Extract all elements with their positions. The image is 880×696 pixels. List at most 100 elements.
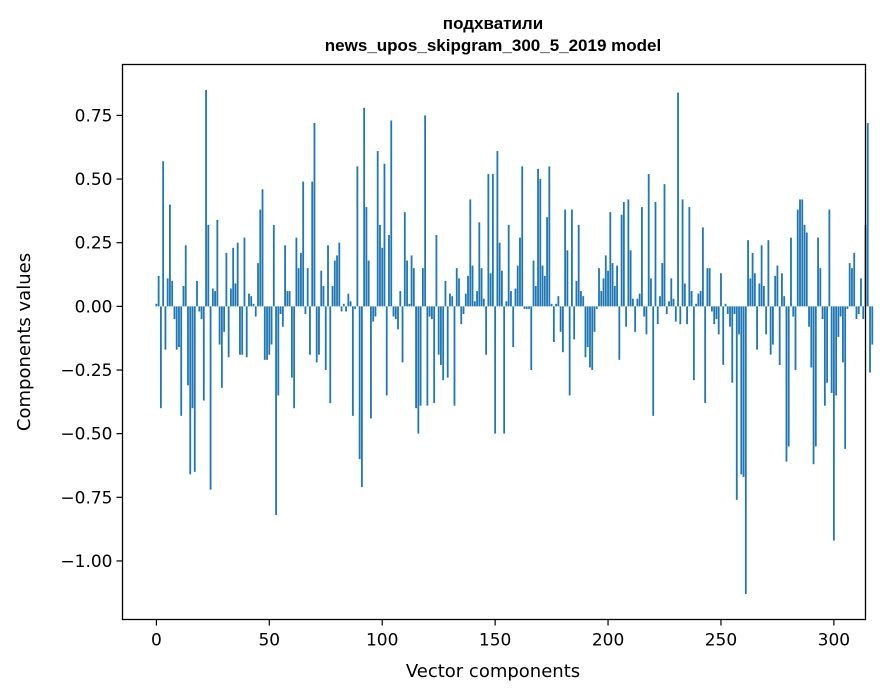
bar-285 [799,199,801,307]
bar-154 [503,306,506,434]
bar-46 [259,209,262,307]
bar-36 [236,242,239,307]
bar-197 [600,291,603,307]
bar-315 [866,123,869,307]
bar-28 [218,306,221,345]
bar-8 [173,306,176,320]
bar-298 [828,209,831,307]
bar-108 [399,291,402,307]
bar-196 [598,268,600,307]
bar-25 [211,288,214,307]
bar-86 [349,301,352,307]
bar-115 [415,306,417,409]
bar-287 [803,224,806,307]
x-tick-label: 0 [151,631,162,651]
bar-129 [446,306,449,378]
bar-168 [534,285,537,307]
bar-47 [261,189,264,307]
bar-55 [279,306,282,314]
bar-270 [765,306,768,335]
bar-187 [577,224,580,307]
bar-261 [744,306,747,595]
bar-133 [455,268,458,307]
bar-301 [835,306,838,396]
bar-221 [654,201,657,307]
bar-208 [625,306,628,327]
bar-305 [844,306,847,449]
bar-87 [351,306,354,416]
bar-139 [469,199,472,307]
y-tick-label: 0.25 [75,234,113,254]
bar-29 [220,306,223,388]
bar-132 [453,306,456,406]
bar-22 [205,89,207,307]
bar-56 [281,306,284,327]
bar-156 [507,224,510,307]
bar-123 [433,306,436,404]
bar-284 [796,209,799,307]
bar-89 [356,166,359,307]
bar-150 [494,306,497,434]
bar-153 [501,270,503,307]
y-tick-label: −0.25 [60,361,112,381]
chart-title-line1: подхватили [443,14,543,33]
bar-53 [275,306,277,516]
bar-259 [740,306,743,475]
bar-68 [309,306,311,355]
x-tick-label: 250 [705,631,737,651]
bar-231 [677,92,679,307]
bar-195 [595,306,598,309]
bar-246 [711,306,713,312]
bar-273 [772,306,774,345]
bar-294 [819,268,822,307]
bar-269 [762,285,765,307]
bar-77 [329,306,332,404]
bar-300 [832,306,835,541]
bar-34 [232,247,235,307]
bar-310 [855,306,858,320]
bar-128 [444,280,447,307]
bar-256 [733,306,736,314]
bar-286 [801,199,804,307]
bar-151 [496,151,499,307]
bar-3 [162,161,165,307]
bar-302 [837,306,840,337]
bar-257 [735,306,738,500]
bar-141 [473,301,476,307]
bar-119 [424,115,427,307]
bar-52 [272,224,275,307]
bar-220 [652,306,655,416]
bar-73 [320,270,323,307]
bar-124 [435,235,438,307]
bar-1 [157,275,160,307]
bar-296 [823,306,826,406]
bar-4 [164,306,167,350]
bar-230 [674,306,677,322]
bar-291 [812,306,815,465]
bar-33 [229,288,232,307]
bar-299 [830,306,833,393]
bar-272 [769,306,772,355]
bar-114 [412,268,415,307]
bar-179 [559,306,562,332]
bar-254 [729,306,731,327]
bar-297 [826,306,829,383]
bar-235 [686,306,688,325]
bar-112 [408,303,411,307]
bar-43 [252,303,255,307]
bar-149 [491,173,494,307]
y-tick-label: 0.75 [75,106,113,126]
bar-264 [751,252,754,307]
bar-15 [189,306,192,475]
bar-88 [354,306,357,309]
bar-237 [690,291,693,307]
bar-137 [464,293,467,307]
bar-159 [514,288,517,307]
bar-290 [810,306,813,368]
bar-2 [159,306,162,409]
bar-172 [543,275,546,307]
bar-169 [537,168,539,307]
bar-174 [548,166,551,307]
bar-144 [480,268,483,307]
bar-110 [403,212,406,307]
